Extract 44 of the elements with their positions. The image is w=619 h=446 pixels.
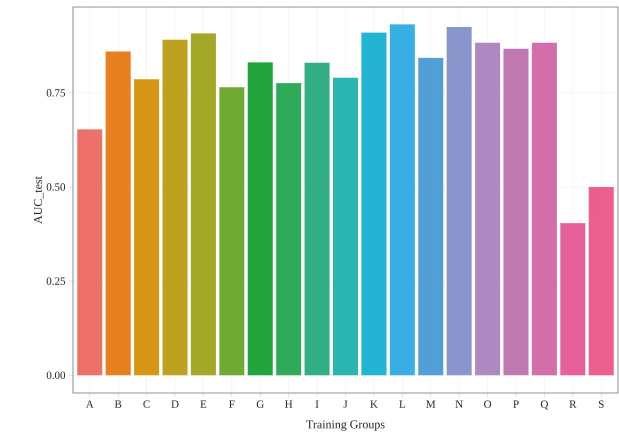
x-tick-label: O	[484, 400, 492, 408]
x-tick-label: G	[256, 400, 264, 408]
y-axis-title: AUC_test	[34, 176, 44, 224]
bar	[333, 78, 358, 376]
x-tick-label: D	[171, 400, 179, 408]
bar	[475, 42, 500, 376]
bar	[219, 87, 244, 376]
bar	[390, 24, 415, 376]
bar	[418, 58, 444, 376]
x-tick-label: S	[598, 400, 604, 408]
x-tick-label: L	[399, 400, 406, 408]
bar	[134, 79, 160, 376]
bar	[190, 33, 216, 376]
x-tick-label: P	[513, 400, 519, 408]
y-tick-label: 0.00	[46, 372, 66, 380]
bar	[162, 40, 188, 376]
bar	[304, 62, 330, 376]
bar	[588, 187, 614, 376]
bar	[106, 51, 131, 376]
bar	[560, 223, 586, 376]
bar	[248, 62, 273, 376]
x-tick-label: J	[344, 400, 348, 408]
x-tick-label: Q	[540, 400, 548, 410]
x-tick-label: N	[456, 400, 463, 408]
x-axis-title: Training Groups	[306, 420, 385, 431]
x-tick-label: F	[229, 400, 234, 408]
bar	[276, 83, 302, 376]
x-tick-label: C	[143, 400, 150, 408]
x-tick-label: R	[569, 400, 576, 408]
bar	[532, 42, 557, 376]
x-tick-label: B	[114, 400, 122, 408]
x-tick-label: M	[426, 400, 436, 408]
x-tick-label: A	[86, 400, 94, 408]
bar	[446, 26, 472, 376]
x-tick-label: E	[200, 400, 206, 408]
bar	[503, 48, 528, 376]
y-tick-label: 0.50	[46, 183, 66, 191]
y-tick-label: 0.75	[46, 89, 66, 97]
bar	[361, 32, 386, 376]
bar	[77, 129, 102, 376]
y-tick-label: 0.25	[46, 277, 66, 285]
x-tick-label: K	[370, 400, 378, 408]
x-tick-label: I	[316, 400, 319, 408]
x-tick-label: H	[285, 400, 292, 408]
